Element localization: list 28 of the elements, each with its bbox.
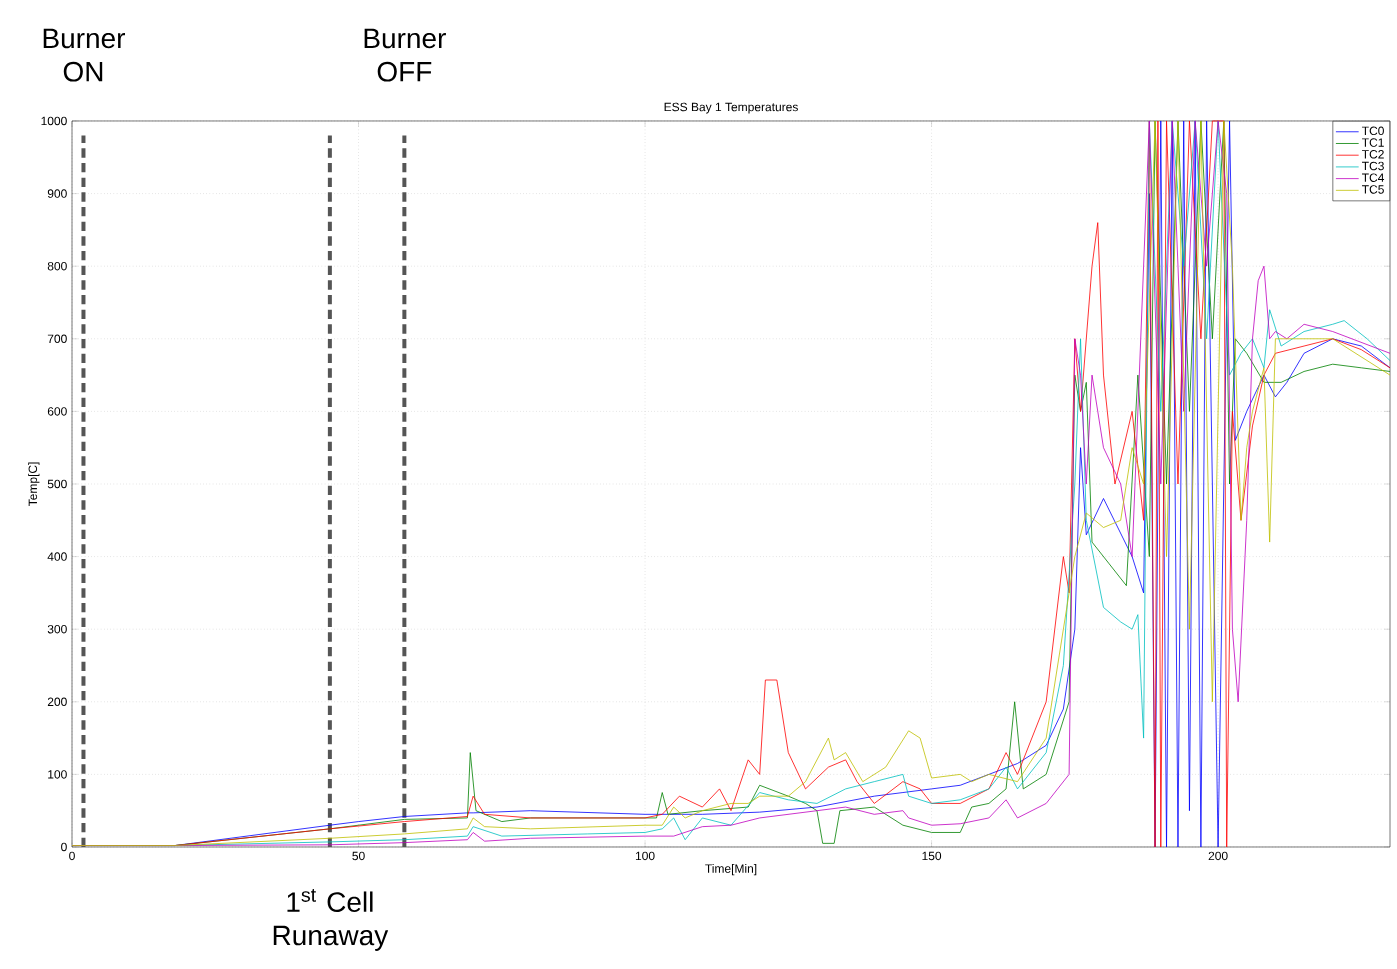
- y-tick-label: 0: [61, 842, 67, 852]
- y-tick-label: 1000: [41, 116, 67, 126]
- y-tick-label: 500: [47, 479, 67, 489]
- x-tick-label: 150: [922, 851, 942, 861]
- x-axis-title: Time[Min]: [705, 864, 757, 876]
- ref-line-label: Burner OFF: [364, 28, 446, 82]
- y-tick-label: 600: [47, 407, 67, 416]
- legend-label: TC2: [1362, 150, 1384, 159]
- legend-label: TC3: [1362, 161, 1384, 171]
- x-tick-label: 100: [635, 851, 655, 861]
- y-tick-label: 700: [47, 334, 67, 344]
- legend-label: TC4: [1362, 173, 1385, 182]
- y-tick-label: 400: [47, 552, 67, 561]
- ref-line-label: 1$^{st}$ Cell Runaway: [273, 889, 389, 951]
- legend-label: TC0: [1362, 126, 1384, 136]
- y-tick-label: 200: [47, 697, 67, 707]
- x-tick-label: 200: [1208, 851, 1228, 861]
- legend-label: TC1: [1362, 138, 1384, 147]
- y-axis-title: Temp[C]: [28, 462, 40, 507]
- y-tick-label: 900: [47, 189, 67, 198]
- x-tick-label: 50: [352, 851, 365, 861]
- y-tick-label: 800: [47, 261, 67, 271]
- y-tick-label: 100: [48, 770, 67, 779]
- ref-line-label: Burner ON: [43, 28, 126, 82]
- chart-title: ESS Bay 1 Temperatures: [664, 102, 798, 114]
- y-tick-label: 300: [47, 624, 67, 634]
- legend-label: TC5: [1362, 185, 1384, 194]
- x-tick-label: 0: [69, 851, 75, 861]
